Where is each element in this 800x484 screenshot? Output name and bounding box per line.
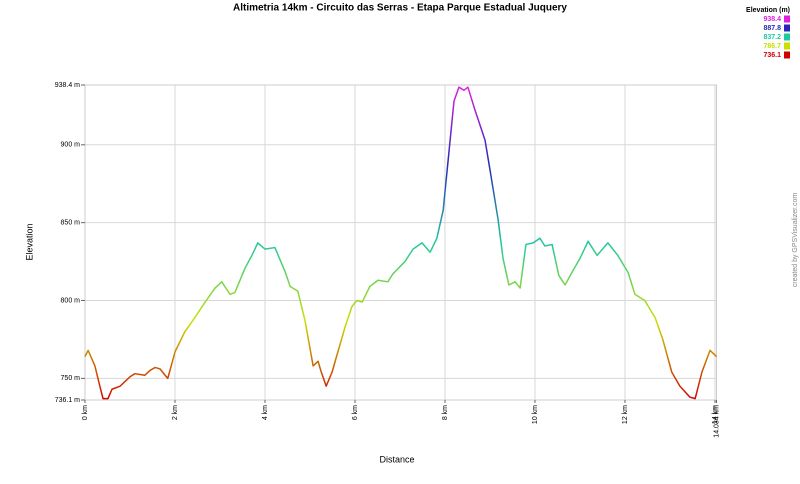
x-tick-label: 0 km <box>82 405 89 420</box>
legend-value: 938.4 <box>763 16 781 23</box>
x-tick-label: 2 km <box>172 405 179 420</box>
x-tick-label: 10 km <box>532 405 539 424</box>
y-tick-label: 900 m <box>61 142 81 149</box>
legend-swatch <box>784 51 790 59</box>
legend-value: 736.1 <box>763 52 781 59</box>
y-tick-label: 938.4 m <box>55 82 80 89</box>
y-tick-label: 850 m <box>61 219 81 226</box>
x-tick-label: 6 km <box>352 405 359 420</box>
y-tick-label: 750 m <box>61 375 81 382</box>
elevation-line <box>84 86 718 400</box>
legend-value: 786.7 <box>763 43 781 50</box>
legend-swatch <box>784 15 790 23</box>
legend-title: Elevation (m) <box>746 7 790 14</box>
legend-value: 837.2 <box>763 34 781 41</box>
legend-swatch <box>784 24 790 32</box>
x-tick-label: 12 km <box>622 405 629 424</box>
chart-title: Altimetria 14km - Circuito das Serras - … <box>233 3 567 14</box>
y-axis-label: Elevation <box>24 223 34 260</box>
x-axis-label: Distance <box>379 454 414 464</box>
legend-swatch <box>784 33 790 41</box>
y-tick-label: 736.1 m <box>55 397 80 404</box>
x-tick-label: 14 km <box>712 405 719 424</box>
x-tick-label: 14.034 km <box>713 405 720 438</box>
legend-swatch <box>784 42 790 50</box>
x-tick-label: 8 km <box>442 405 449 420</box>
y-tick-label: 800 m <box>61 297 81 304</box>
x-tick-label: 4 km <box>262 405 269 420</box>
legend-value: 887.8 <box>763 25 781 32</box>
plot-frame <box>84 84 717 401</box>
credit: created by GPSVisualizer.com <box>792 193 799 288</box>
